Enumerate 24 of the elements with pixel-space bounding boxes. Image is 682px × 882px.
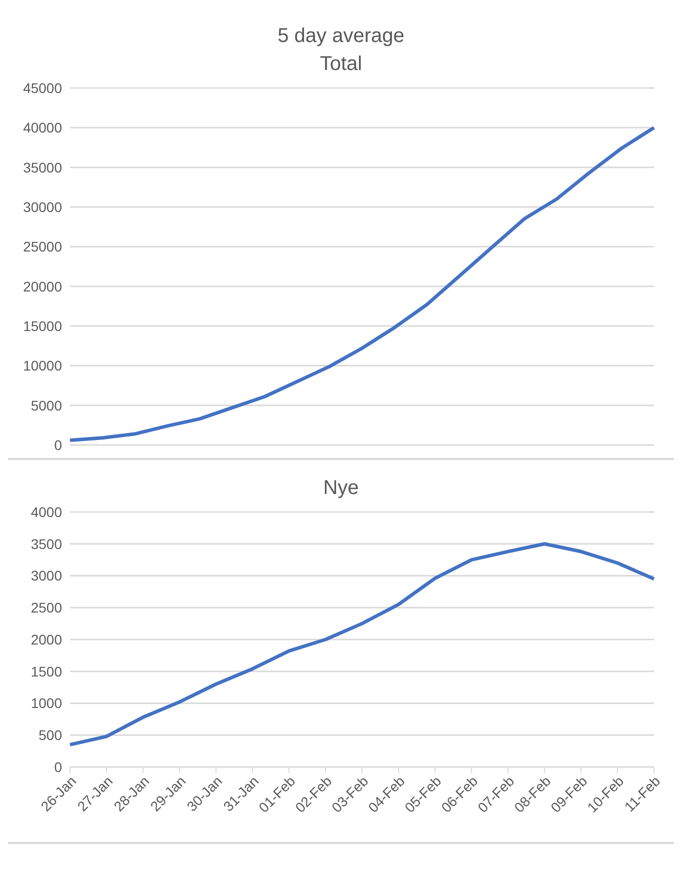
y-tick-label: 35000 bbox=[23, 159, 62, 176]
y-tick-label: 5000 bbox=[30, 397, 62, 414]
y-tick-label: 40000 bbox=[23, 120, 62, 136]
chart-subtitle: Total bbox=[318, 52, 364, 77]
chart-title: Nye bbox=[322, 476, 360, 501]
y-tick-label: 15000 bbox=[23, 318, 62, 334]
y-tick-label: 1500 bbox=[30, 663, 62, 680]
chart-title: 5 day average bbox=[276, 24, 406, 49]
y-tick-label: 25000 bbox=[23, 238, 62, 255]
line-series bbox=[68, 542, 656, 746]
y-tick-label: 4000 bbox=[30, 504, 62, 520]
y-tick-label: 30000 bbox=[23, 198, 62, 215]
y-tick-label: 2000 bbox=[30, 631, 62, 648]
y-tick-label: 45000 bbox=[23, 80, 62, 96]
y-tick-label: 0 bbox=[54, 758, 62, 775]
y-tick-label: 20000 bbox=[23, 278, 62, 294]
y-tick-label: 2500 bbox=[30, 600, 62, 616]
line-series bbox=[68, 126, 656, 442]
y-tick-label: 0 bbox=[54, 436, 62, 453]
y-tick-label: 10000 bbox=[23, 358, 62, 374]
y-tick-label: 3500 bbox=[30, 536, 62, 552]
y-tick-label: 500 bbox=[38, 727, 62, 744]
y-tick-label: 1000 bbox=[30, 695, 62, 712]
y-tick-label: 3000 bbox=[30, 568, 62, 584]
